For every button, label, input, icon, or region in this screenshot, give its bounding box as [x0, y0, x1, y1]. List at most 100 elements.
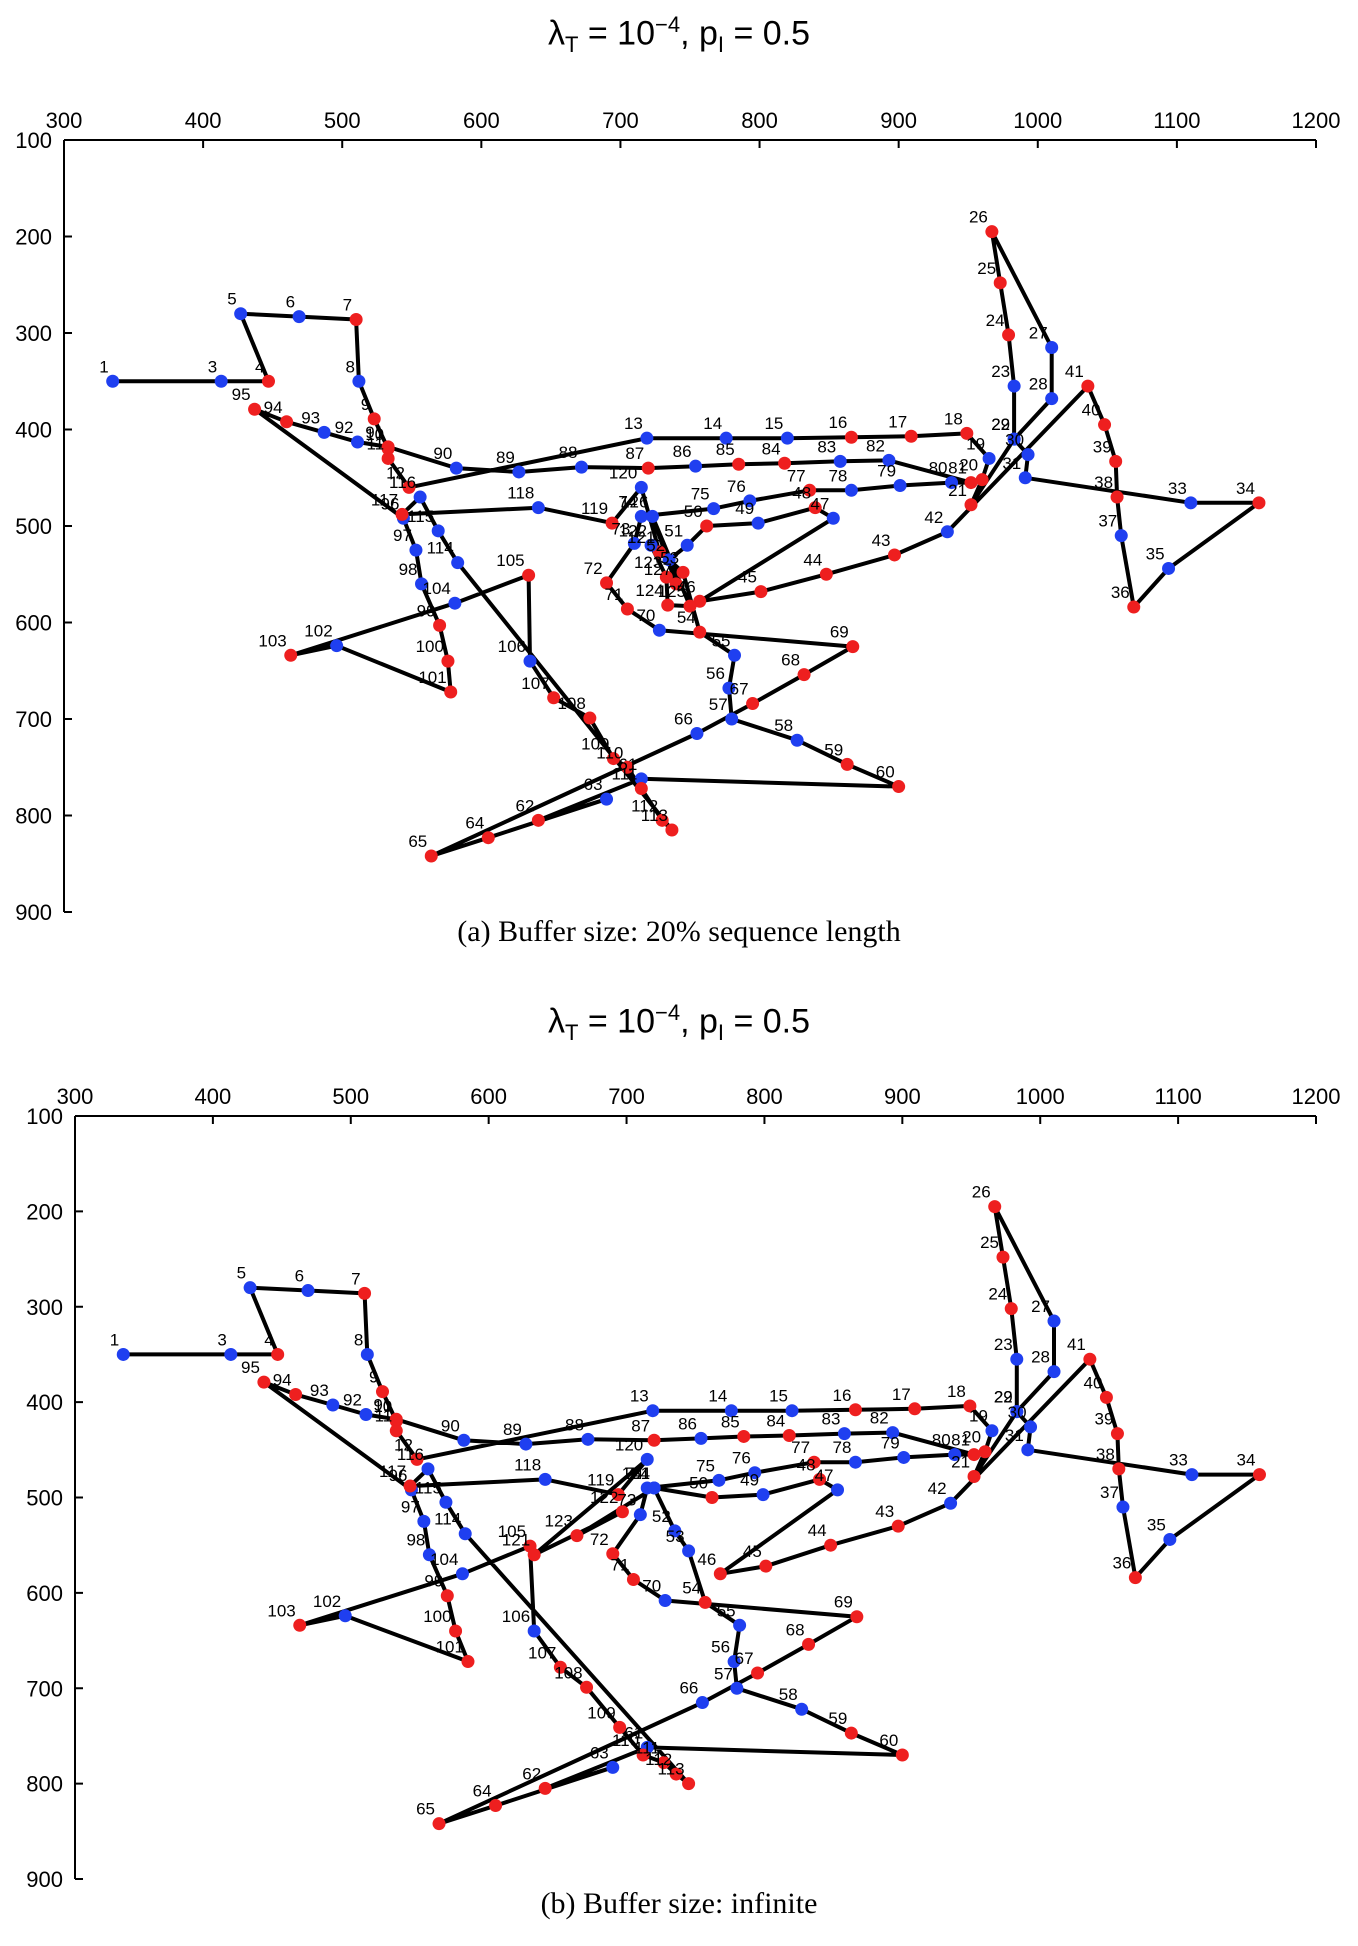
point-73	[627, 536, 641, 550]
x-tick-label: 1200	[1292, 1084, 1341, 1109]
point-label-70: 70	[636, 606, 655, 625]
point-1	[106, 374, 120, 388]
point-label-105: 105	[498, 1522, 526, 1541]
point-label-60: 60	[879, 1731, 898, 1750]
point-89	[519, 1437, 533, 1451]
point-37	[1116, 1500, 1130, 1514]
point-97	[409, 543, 423, 557]
point-38	[1110, 490, 1124, 504]
y-tick-label: 800	[15, 804, 52, 829]
point-label-46: 46	[677, 577, 696, 596]
point-36	[1128, 1571, 1142, 1585]
point-label-58: 58	[774, 716, 793, 735]
point-86	[694, 1431, 708, 1445]
point-91	[389, 1412, 403, 1426]
point-label-88: 88	[565, 1415, 584, 1434]
point-23	[1010, 1352, 1024, 1366]
point-label-34: 34	[1236, 479, 1255, 498]
point-label-39: 39	[1095, 1410, 1114, 1429]
panel-a: λT = 10−4, pI = 0.5 300 400 500 600 700 800 90…	[0, 0, 1358, 972]
y-tick-label: 700	[15, 707, 52, 732]
point-label-53: 53	[666, 1527, 685, 1546]
point-102	[338, 1609, 352, 1623]
point-label-59: 59	[828, 1709, 847, 1728]
point-label-110: 110	[596, 743, 623, 762]
x-tick-label: 500	[332, 1084, 369, 1109]
point-label-10: 10	[373, 1397, 392, 1416]
point-59	[844, 1726, 858, 1740]
point-97	[417, 1514, 431, 1528]
point-label-3: 3	[217, 1330, 226, 1349]
x-tick-label: 300	[46, 108, 83, 133]
x-tick-label: 1100	[1153, 108, 1200, 133]
point-label-50: 50	[689, 1474, 708, 1493]
y-tick-label: 700	[26, 1676, 63, 1701]
point-label-17: 17	[888, 412, 907, 431]
point-110	[636, 1748, 650, 1762]
point-90	[457, 1433, 471, 1447]
point-18	[960, 426, 974, 440]
point-label-108: 108	[557, 694, 585, 713]
y-tick-label: 600	[26, 1581, 63, 1606]
point-label-37: 37	[1098, 512, 1117, 531]
point-49	[756, 1488, 770, 1502]
point-label-85: 85	[721, 1412, 740, 1431]
point-42	[944, 1496, 958, 1510]
point-label-10: 10	[365, 425, 384, 444]
point-119	[611, 1488, 625, 1502]
point-76	[748, 1466, 762, 1480]
point-label-33: 33	[1169, 1451, 1188, 1470]
x-tick-label: 400	[195, 1084, 232, 1109]
point-113	[682, 1777, 696, 1791]
point-38	[1112, 1462, 1126, 1476]
point-label-103: 103	[258, 631, 286, 650]
point-label-116: 116	[389, 473, 416, 492]
point-126	[645, 509, 659, 523]
point-label-51: 51	[664, 521, 683, 540]
x-tick-label: 700	[602, 108, 639, 133]
point-80	[948, 1448, 962, 1462]
point-95	[248, 402, 262, 416]
point-13	[646, 1404, 660, 1418]
x-tick-label: 800	[746, 1084, 783, 1109]
point-92	[359, 1408, 373, 1422]
point-55	[733, 1618, 747, 1632]
point-label-48: 48	[797, 1455, 816, 1474]
trajectory-plot-b: 300 400 500 600 700 800 900 1000 1100 12001002003…	[26, 1084, 1341, 1892]
point-label-24: 24	[986, 311, 1005, 330]
point-label-1: 1	[99, 357, 108, 376]
point-62	[538, 1781, 552, 1795]
point-label-55: 55	[712, 631, 731, 650]
point-3	[214, 374, 228, 388]
point-33	[1185, 1468, 1199, 1482]
point-label-62: 62	[515, 796, 534, 815]
point-12	[402, 480, 416, 494]
point-4	[271, 1347, 285, 1361]
x-tick-label: 900	[884, 1084, 921, 1109]
point-73	[633, 1508, 647, 1522]
point-39	[1109, 454, 1123, 468]
point-label-122: 122	[590, 1488, 618, 1507]
point-107	[553, 1660, 567, 1674]
point-79	[897, 1450, 911, 1464]
y-tick-label: 200	[26, 1199, 63, 1224]
point-label-65: 65	[416, 1800, 435, 1819]
point-5	[234, 307, 248, 321]
point-label-79: 79	[877, 461, 896, 480]
point-label-20: 20	[962, 1428, 981, 1447]
y-tick-label: 500	[26, 1486, 63, 1511]
point-98	[415, 577, 429, 591]
y-tick-label: 400	[15, 418, 52, 443]
point-104	[455, 1567, 469, 1581]
point-115	[439, 1495, 453, 1509]
point-124	[647, 1481, 661, 1495]
point-label-52: 52	[646, 536, 665, 555]
point-7	[349, 312, 363, 326]
point-label-1: 1	[110, 1330, 119, 1349]
point-67	[746, 697, 760, 711]
point-label-30: 30	[1005, 431, 1024, 450]
point-label-7: 7	[343, 295, 352, 314]
point-51	[680, 538, 694, 552]
point-label-88: 88	[559, 443, 578, 462]
point-label-116: 116	[397, 1445, 424, 1464]
